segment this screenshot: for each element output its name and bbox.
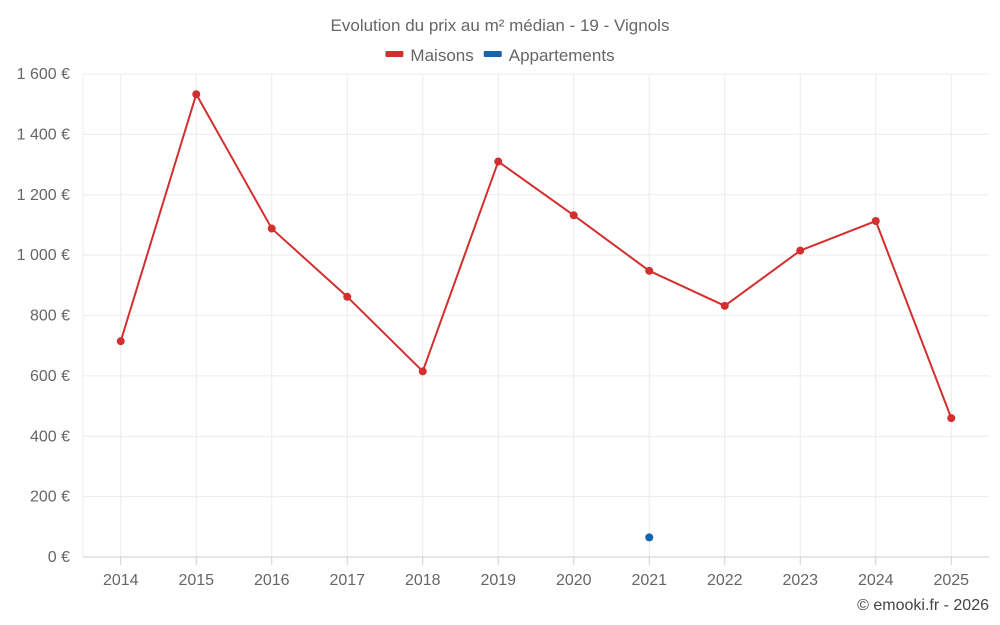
x-tick-label: 2021 xyxy=(631,572,667,589)
x-tick-label: 2023 xyxy=(782,572,818,589)
y-tick-label: 600 € xyxy=(30,368,70,385)
y-tick-label: 200 € xyxy=(30,489,70,506)
y-tick-label: 0 € xyxy=(48,549,70,566)
x-tick-label: 2016 xyxy=(254,572,290,589)
data-point-maisons[interactable] xyxy=(569,211,578,220)
data-point-maisons[interactable] xyxy=(796,246,805,255)
data-point-maisons[interactable] xyxy=(418,367,427,376)
x-tick-label: 2018 xyxy=(405,572,441,589)
data-point-maisons[interactable] xyxy=(645,266,654,275)
data-point-maisons[interactable] xyxy=(871,217,880,226)
legend-swatch xyxy=(385,51,404,57)
data-point-maisons[interactable] xyxy=(267,224,276,233)
series-line-maisons xyxy=(119,93,953,419)
legend[interactable]: Maisons Appartements xyxy=(385,46,615,65)
x-tick-label: 2017 xyxy=(329,572,365,589)
x-tick-label: 2015 xyxy=(178,572,214,589)
series-layer xyxy=(116,90,956,542)
legend-swatch xyxy=(483,51,502,57)
data-point-maisons[interactable] xyxy=(947,414,956,423)
legend-label: Appartements xyxy=(509,46,615,65)
y-tick-label: 400 € xyxy=(30,428,70,445)
data-point-maisons[interactable] xyxy=(116,337,125,346)
data-point-appartements[interactable] xyxy=(645,533,654,542)
x-tick-label: 2024 xyxy=(858,572,894,589)
y-axis: 0 € 200 € 400 € 600 € 800 € 1 000 € 1 200 € 1 4… xyxy=(17,66,70,566)
x-tick-label: 2019 xyxy=(480,572,516,589)
data-point-maisons[interactable] xyxy=(343,292,352,301)
x-axis: 2014 2015 2016 2017 2018 2019 2020 2021 2022 2023… xyxy=(83,556,989,589)
legend-item-appartements[interactable]: Appartements xyxy=(483,46,615,65)
y-tick-label: 1 200 € xyxy=(17,187,70,204)
chart-title: Evolution du prix au m² médian - 19 - Vi… xyxy=(331,16,670,35)
y-tick-label: 1 600 € xyxy=(17,66,70,83)
data-point-maisons[interactable] xyxy=(720,301,729,310)
credit-text: © emooki.fr - 2026 xyxy=(857,597,989,614)
legend-label: Maisons xyxy=(410,46,473,65)
grid xyxy=(82,73,989,557)
data-point-maisons[interactable] xyxy=(192,90,201,99)
data-point-maisons[interactable] xyxy=(494,157,503,166)
x-tick-label: 2025 xyxy=(933,572,969,589)
y-tick-label: 800 € xyxy=(30,308,70,325)
x-tick-label: 2014 xyxy=(103,572,139,589)
legend-item-maisons[interactable]: Maisons xyxy=(385,46,474,65)
y-tick-label: 1 400 € xyxy=(17,126,70,143)
x-tick-label: 2020 xyxy=(556,572,592,589)
y-tick-label: 1 000 € xyxy=(17,247,70,264)
x-tick-label: 2022 xyxy=(707,572,743,589)
